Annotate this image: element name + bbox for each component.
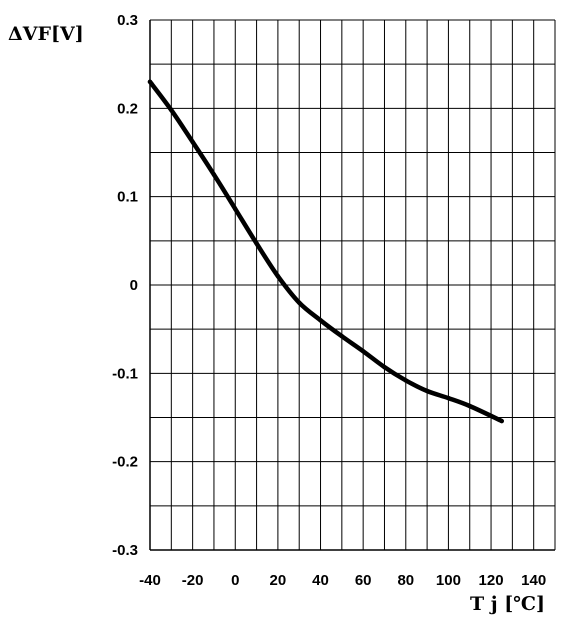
y-tick-label: -0.1: [112, 365, 138, 382]
data-point: [499, 418, 504, 424]
x-tick-label: 140: [521, 572, 546, 589]
x-tick-label: -20: [182, 572, 204, 589]
data-point: [233, 206, 238, 212]
grid-layer: [149, 19, 556, 551]
data-point: [382, 364, 387, 370]
x-tick-label: 0: [231, 572, 239, 589]
data-point: [211, 172, 217, 177]
data-point: [169, 107, 174, 113]
data-point: [297, 300, 302, 305]
y-axis-title: ΔVF[V]: [8, 23, 84, 45]
data-point: [190, 139, 195, 145]
x-tick-label: 120: [479, 572, 504, 589]
data-point: [424, 388, 430, 394]
labels-layer: -0.3 -0.2 -0.1 0 0.1 0.2 0.3 -40 -20 0 20 40 60 80 100…: [112, 12, 546, 589]
y-tick-label: 0.3: [117, 12, 138, 29]
data-point: [339, 334, 345, 339]
series-layer: [147, 79, 504, 424]
y-tick-label: -0.2: [112, 454, 138, 471]
y-tick-label: 0: [130, 277, 138, 294]
data-point: [403, 378, 408, 383]
data-point: [446, 395, 451, 401]
x-tick-label: 80: [397, 572, 414, 589]
y-tick-label: 0.1: [117, 189, 138, 206]
x-axis-title: T j [℃]: [470, 593, 545, 615]
y-tick-label: -0.3: [112, 542, 138, 559]
data-point: [318, 318, 323, 323]
data-point: [360, 349, 366, 354]
x-tick-label: 100: [436, 572, 461, 589]
x-tick-label: 40: [312, 572, 329, 589]
series-line-0: [147, 79, 504, 424]
data-point: [147, 79, 153, 85]
data-point: [254, 241, 259, 246]
data-point: [467, 403, 472, 409]
x-tick-label: -40: [139, 572, 161, 589]
y-tick-label: 0.2: [117, 100, 138, 117]
x-tick-label: 60: [355, 572, 372, 589]
data-point: [275, 273, 281, 279]
x-tick-label: 20: [270, 572, 287, 589]
